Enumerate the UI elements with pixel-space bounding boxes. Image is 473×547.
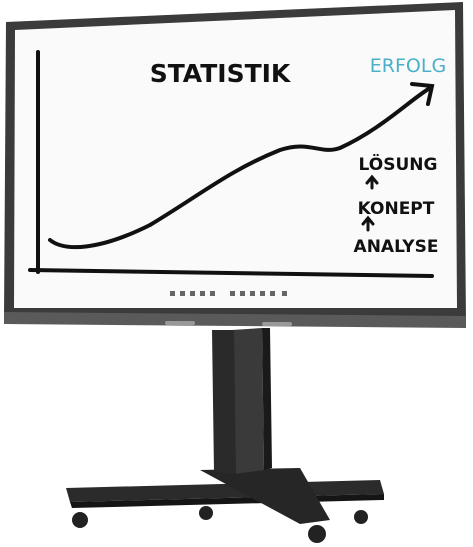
board-title: STATISTIK — [150, 59, 292, 88]
display-photo: STATISTIK ERFOLG LÖSUNG KONEPT ANALYSE — [0, 0, 473, 547]
step-label: LÖSUNG — [359, 153, 438, 175]
page: STATISTIK ERFOLG LÖSUNG KONEPT ANALYSE (… — [0, 0, 473, 547]
goal-label: ERFOLG — [370, 55, 446, 77]
step-label: ANALYSE — [354, 237, 439, 257]
stand — [66, 328, 384, 543]
step-label: KONEPT — [358, 199, 435, 219]
